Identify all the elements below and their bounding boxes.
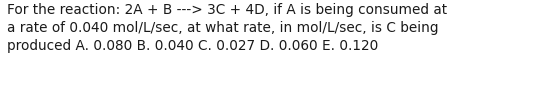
Text: For the reaction: 2A + B ---> 3C + 4D, if A is being consumed at
a rate of 0.040: For the reaction: 2A + B ---> 3C + 4D, i… <box>7 3 447 53</box>
